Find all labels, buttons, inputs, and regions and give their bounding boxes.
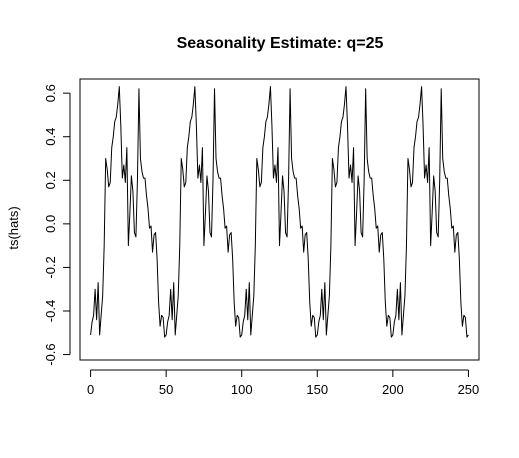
x-tick-label: 100	[231, 382, 253, 397]
x-tick-label: 200	[382, 382, 404, 397]
x-tick-label: 250	[458, 382, 480, 397]
chart-title: Seasonality Estimate: q=25	[177, 35, 384, 52]
y-axis: -0.6 -0.4 -0.2 0.0 0.2 0.4 0.6	[43, 84, 71, 366]
x-tick-label: 150	[306, 382, 328, 397]
y-tick-label: -0.6	[43, 343, 58, 365]
x-tick-label: 0	[87, 382, 94, 397]
y-tick-label: -0.4	[43, 300, 58, 322]
y-tick-label: 0.6	[43, 84, 58, 102]
y-tick-label: -0.2	[43, 256, 58, 278]
y-tick-label: 0.4	[43, 128, 58, 146]
plot-frame	[79, 78, 480, 361]
x-tick-label: 50	[159, 382, 173, 397]
y-axis-label: ts(hats)	[6, 206, 21, 249]
x-axis: 0 50 100 150 200 250	[87, 369, 480, 397]
series-layer	[90, 86, 469, 338]
series-line	[90, 86, 469, 338]
y-tick-label: 0.0	[43, 215, 58, 233]
y-tick-label: 0.2	[43, 171, 58, 189]
